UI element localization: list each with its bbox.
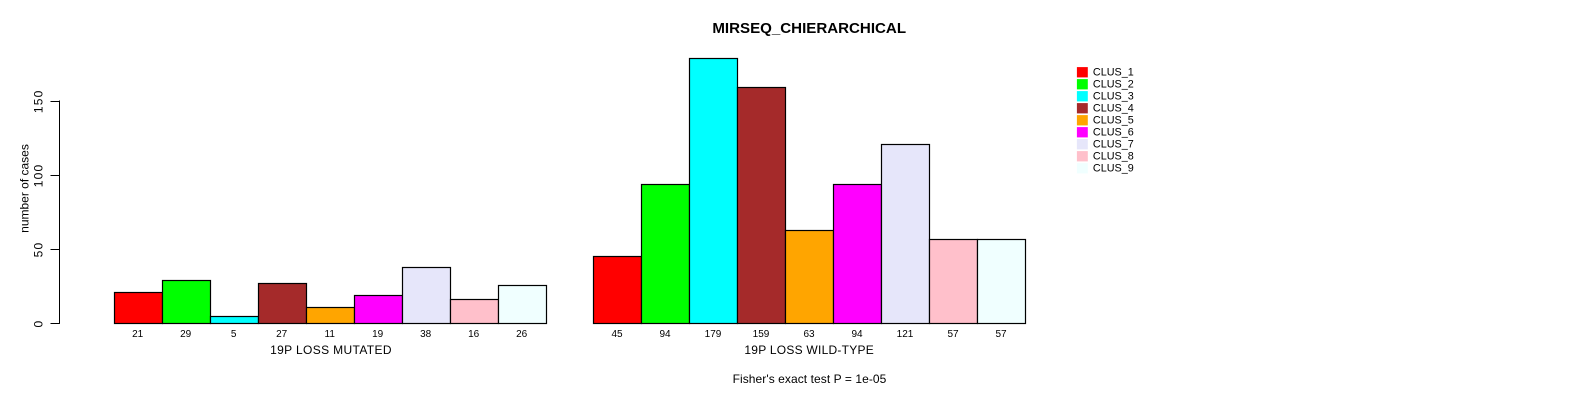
svg-text:CLUS_7: CLUS_7 bbox=[1093, 139, 1134, 151]
svg-text:19P LOSS WILD-TYPE: 19P LOSS WILD-TYPE bbox=[744, 343, 874, 357]
svg-text:150: 150 bbox=[32, 89, 46, 113]
svg-text:63: 63 bbox=[803, 329, 815, 340]
svg-text:0: 0 bbox=[32, 320, 46, 328]
svg-text:21: 21 bbox=[132, 329, 144, 340]
svg-text:45: 45 bbox=[611, 329, 623, 340]
svg-text:179: 179 bbox=[705, 329, 722, 340]
svg-text:Fisher's exact test P = 1e-05: Fisher's exact test P = 1e-05 bbox=[733, 372, 887, 386]
svg-text:26: 26 bbox=[516, 329, 528, 340]
svg-text:57: 57 bbox=[995, 329, 1007, 340]
svg-text:CLUS_4: CLUS_4 bbox=[1093, 103, 1134, 115]
svg-text:94: 94 bbox=[659, 329, 671, 340]
svg-text:CLUS_1: CLUS_1 bbox=[1093, 67, 1134, 79]
svg-text:50: 50 bbox=[32, 242, 46, 258]
svg-text:159: 159 bbox=[753, 329, 770, 340]
svg-text:CLUS_9: CLUS_9 bbox=[1093, 163, 1134, 175]
svg-text:100: 100 bbox=[32, 164, 46, 188]
svg-text:CLUS_6: CLUS_6 bbox=[1093, 127, 1134, 139]
svg-text:19P LOSS MUTATED: 19P LOSS MUTATED bbox=[270, 343, 392, 357]
svg-text:121: 121 bbox=[897, 329, 914, 340]
svg-text:27: 27 bbox=[276, 329, 288, 340]
svg-text:CLUS_8: CLUS_8 bbox=[1093, 151, 1134, 163]
svg-text:CLUS_2: CLUS_2 bbox=[1093, 79, 1134, 91]
svg-text:11: 11 bbox=[325, 329, 336, 340]
svg-text:CLUS_5: CLUS_5 bbox=[1093, 115, 1134, 127]
svg-text:94: 94 bbox=[851, 329, 863, 340]
svg-text:number of cases: number of cases bbox=[18, 144, 32, 233]
svg-text:CLUS_3: CLUS_3 bbox=[1093, 91, 1134, 103]
svg-text:38: 38 bbox=[420, 329, 432, 340]
svg-text:5: 5 bbox=[231, 329, 237, 340]
svg-text:29: 29 bbox=[180, 329, 192, 340]
svg-text:16: 16 bbox=[468, 329, 480, 340]
svg-text:57: 57 bbox=[947, 329, 959, 340]
svg-text:19: 19 bbox=[372, 329, 384, 340]
svg-text:MIRSEQ_CHIERARCHICAL: MIRSEQ_CHIERARCHICAL bbox=[712, 20, 906, 37]
